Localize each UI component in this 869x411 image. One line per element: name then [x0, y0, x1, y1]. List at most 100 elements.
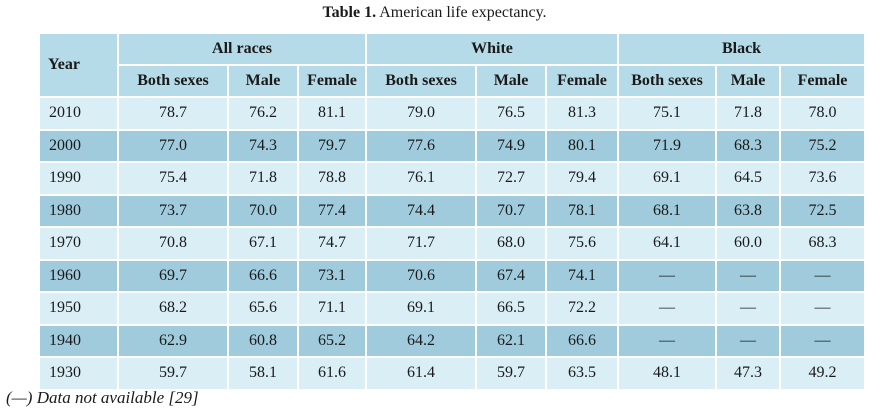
value-cell: 75.6	[545, 226, 620, 261]
value-cell: 77.0	[117, 128, 229, 163]
table-row: 1940 62.9 60.8 65.2 64.2 62.1 66.6— — —	[38, 323, 867, 358]
value-cell: 69.1	[365, 291, 478, 326]
value-cell: 68.3	[715, 128, 782, 163]
column-header: Female	[545, 64, 620, 98]
value-cell: 74.9	[475, 128, 548, 163]
value-cell: 67.4	[475, 258, 548, 293]
value-cell: 63.8	[715, 193, 782, 228]
value-cell: 60.8	[227, 323, 299, 358]
value-cell: 75.1	[617, 96, 718, 131]
value-cell: 81.1	[296, 96, 368, 131]
table-row: 1950 68.2 65.6 71.1 69.1 66.5 72.2— — —	[38, 291, 867, 326]
value-cell: 64.2	[365, 323, 478, 358]
value-cell: 74.1	[545, 258, 620, 293]
value-cell: 64.1	[617, 226, 718, 261]
table-row: 1990 75.4 71.8 78.8 76.1 72.7 79.4 69.1 64.5 73.6	[38, 161, 867, 196]
table-row: 2000 77.0 74.3 79.7 77.6 74.9 80.1 71.9 68.3 75.2	[38, 128, 867, 163]
value-cell: 61.4	[365, 356, 478, 391]
year-cell: 1970	[38, 226, 119, 261]
value-cell: 47.3	[715, 356, 782, 391]
value-cell: 69.1	[617, 161, 718, 196]
value-cell: 73.6	[779, 161, 867, 196]
value-cell: 75.2	[779, 128, 867, 163]
year-cell: 1950	[38, 291, 119, 326]
value-cell: 78.0	[779, 96, 867, 131]
year-cell: 1960	[38, 258, 119, 293]
value-cell: 76.2	[227, 96, 299, 131]
value-cell: 77.4	[296, 193, 368, 228]
value-cell: —	[715, 258, 782, 293]
year-cell: 1940	[38, 323, 119, 358]
value-cell: 73.7	[117, 193, 229, 228]
value-cell: 79.0	[365, 96, 478, 131]
value-cell: 72.2	[545, 291, 620, 326]
value-cell: 73.1	[296, 258, 368, 293]
value-cell: 66.6	[545, 323, 620, 358]
table-row: 1970 70.8 67.1 74.7 71.7 68.0 75.6 64.1 60.0 68.3	[38, 226, 867, 261]
column-header: Both sexes	[617, 64, 718, 98]
value-cell: 64.5	[715, 161, 782, 196]
value-cell: 68.3	[779, 226, 867, 261]
group-header-all-races: All races	[116, 32, 368, 66]
year-cell: 1980	[38, 193, 119, 228]
value-cell: 59.7	[475, 356, 548, 391]
column-header: Female	[779, 64, 867, 98]
value-cell: 74.7	[296, 226, 368, 261]
table-body: 2010 78.7 76.2 81.1 79.0 76.5 81.3 75.1 71.8 78.0…	[38, 96, 867, 391]
value-cell: 79.4	[545, 161, 620, 196]
value-cell: 71.8	[715, 96, 782, 131]
column-header: Male	[227, 64, 299, 98]
table-row: 1960 69.7 66.6 73.1 70.6 67.4 74.1— — —	[38, 258, 867, 293]
value-cell: 61.6	[296, 356, 368, 391]
value-cell: —	[617, 258, 718, 293]
value-cell: 78.8	[296, 161, 368, 196]
value-cell: 65.6	[227, 291, 299, 326]
value-cell: 58.1	[227, 356, 299, 391]
value-cell: 74.4	[365, 193, 478, 228]
value-cell: 71.8	[227, 161, 299, 196]
footnote: (—) Data not available [29]	[6, 388, 199, 407]
value-cell: 70.7	[475, 193, 548, 228]
value-cell: 71.9	[617, 128, 718, 163]
year-cell: 2010	[38, 96, 119, 131]
value-cell: 71.1	[296, 291, 368, 326]
value-cell: 66.5	[475, 291, 548, 326]
value-cell: 74.3	[227, 128, 299, 163]
value-cell: 49.2	[779, 356, 867, 391]
caption-text: American life expectancy.	[379, 4, 547, 21]
value-cell: 72.5	[779, 193, 867, 228]
value-cell: 75.4	[117, 161, 229, 196]
caption-label: Table 1.	[322, 4, 377, 21]
life-expectancy-table: Year All races White Black Both sexes Mal…	[38, 32, 867, 391]
table-row: 1980 73.7 70.0 77.4 74.4 70.7 78.1 68.1 63.8 72.5	[38, 193, 867, 228]
value-cell: —	[715, 291, 782, 326]
value-cell: 59.7	[117, 356, 229, 391]
subheader-row: Both sexes Male Female Both sexes Male Female…	[39, 64, 867, 98]
value-cell: 68.0	[475, 226, 548, 261]
value-cell: 68.2	[117, 291, 229, 326]
group-header-black: Black	[617, 32, 867, 66]
year-cell: 1990	[38, 161, 119, 196]
column-header: Male	[715, 64, 782, 98]
table-row: 2010 78.7 76.2 81.1 79.0 76.5 81.3 75.1 71.8 78.0	[38, 96, 867, 131]
value-cell: 76.1	[365, 161, 478, 196]
column-header: Both sexes	[365, 64, 478, 98]
value-cell: 65.2	[296, 323, 368, 358]
value-cell: —	[779, 323, 867, 358]
value-cell: —	[779, 291, 867, 326]
value-cell: —	[617, 323, 718, 358]
value-cell: 77.6	[365, 128, 478, 163]
year-cell: 1930	[38, 356, 119, 391]
table-caption: Table 1. American life expectancy.	[0, 3, 869, 23]
value-cell: 76.5	[475, 96, 548, 131]
value-cell: 71.7	[365, 226, 478, 261]
value-cell: 62.1	[475, 323, 548, 358]
value-cell: 78.1	[545, 193, 620, 228]
year-cell: 2000	[38, 128, 119, 163]
year-header: Year	[38, 32, 119, 98]
value-cell: 70.0	[227, 193, 299, 228]
value-cell: 79.7	[296, 128, 368, 163]
value-cell: 78.7	[117, 96, 229, 131]
value-cell: 60.0	[715, 226, 782, 261]
value-cell: 62.9	[117, 323, 229, 358]
